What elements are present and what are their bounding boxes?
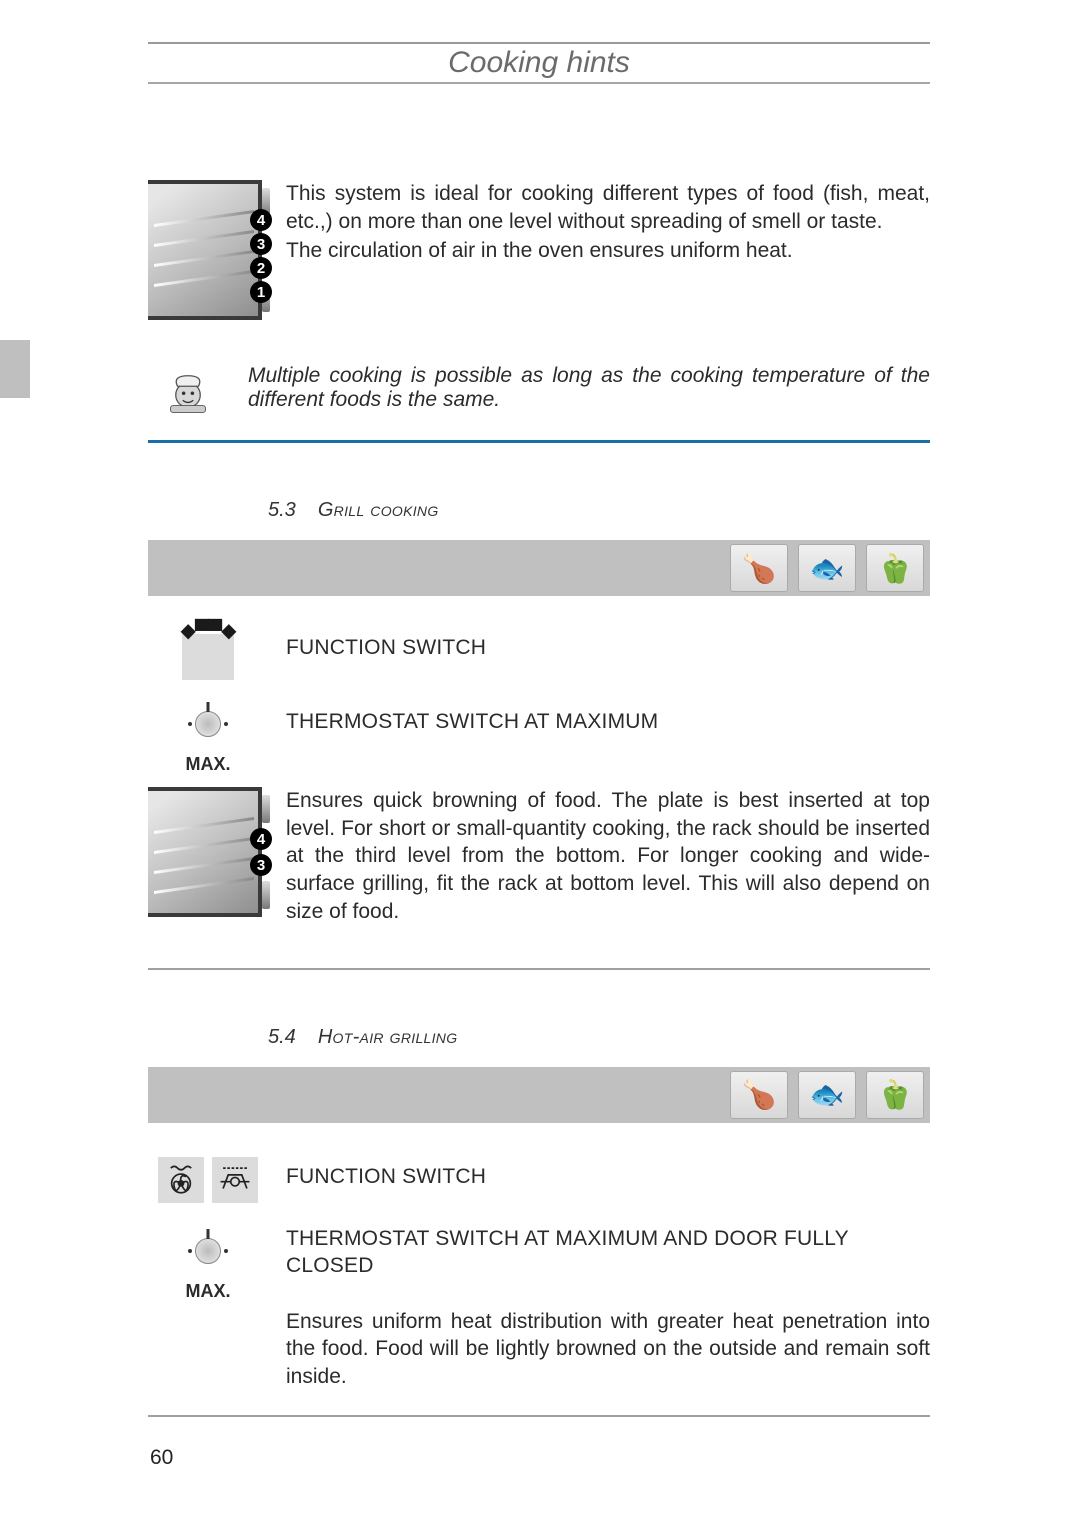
function-switch-label-53: FUNCTION SWITCH <box>286 634 930 662</box>
shelf-marker-3b: 3 <box>250 854 272 876</box>
shelf-marker-3: 3 <box>250 233 272 255</box>
function-row-54: FUNCTION SWITCH <box>148 1157 930 1203</box>
pepper-icon-2: 🫑 <box>866 1071 924 1119</box>
divider-2 <box>148 968 930 970</box>
side-tab <box>0 340 30 398</box>
content-area: Cooking hints 4 3 2 1 <box>148 42 930 1417</box>
thermostat-icon-54: MAX. <box>148 1225 268 1302</box>
function-switch-icons-54 <box>148 1157 268 1203</box>
max-label-53: MAX. <box>186 754 231 775</box>
thermostat-label-53: THERMOSTAT SWITCH AT MAXIMUM <box>286 698 930 736</box>
page: Cooking hints 4 3 2 1 <box>0 0 1080 1528</box>
oven-diagram-2-levels: 4 3 <box>148 787 268 926</box>
food-strip-53: 🍗 🐟 🫑 <box>148 540 930 596</box>
food-strip-54: 🍗 🐟 🫑 <box>148 1067 930 1123</box>
chicken-icon-2: 🍗 <box>730 1071 788 1119</box>
shelf-marker-4b: 4 <box>250 828 272 850</box>
section-label-53: Grill cooking <box>318 499 439 522</box>
shelf-marker-2: 2 <box>250 257 272 279</box>
spit-roast-icon <box>212 1157 258 1203</box>
fish-icon: 🐟 <box>798 544 856 592</box>
thermostat-row-54: MAX. THERMOSTAT SWITCH AT MAXIMUM AND DO… <box>148 1225 930 1302</box>
hint-text: Multiple cooking is possible as long as … <box>248 364 930 412</box>
divider-3 <box>148 1415 930 1417</box>
oven-diagram-4-levels: 4 3 2 1 <box>148 180 268 320</box>
page-number: 60 <box>150 1446 173 1470</box>
thermostat-row-53: MAX. THERMOSTAT SWITCH AT MAXIMUM <box>148 698 930 775</box>
hint-row: Multiple cooking is possible as long as … <box>148 360 930 416</box>
section-num-53: 5.3 <box>268 499 296 522</box>
page-title: Cooking hints <box>448 46 630 80</box>
intro-text: This system is ideal for cooking differe… <box>286 180 930 320</box>
max-label-54: MAX. <box>186 1281 231 1302</box>
chicken-icon: 🍗 <box>730 544 788 592</box>
fish-icon-2: 🐟 <box>798 1071 856 1119</box>
function-switch-icon-53: ◆▀▀◆ <box>148 634 268 680</box>
body-text-53: Ensures quick browning of food. The plat… <box>286 787 930 926</box>
section-num-54: 5.4 <box>268 1026 296 1049</box>
section-5-4-heading: 5.4 Hot-air grilling <box>268 1026 930 1049</box>
thermostat-label-54: THERMOSTAT SWITCH AT MAXIMUM AND DOOR FU… <box>286 1225 930 1280</box>
intro-para-2: The circulation of air in the oven ensur… <box>286 237 930 265</box>
fan-grill-icon <box>158 1157 204 1203</box>
thermostat-icon-53: MAX. <box>148 698 268 775</box>
pepper-icon: 🫑 <box>866 544 924 592</box>
chef-icon <box>148 360 228 416</box>
divider-blue-1 <box>148 440 930 443</box>
section-label-54: Hot-air grilling <box>318 1026 458 1049</box>
function-row-53: ◆▀▀◆ FUNCTION SWITCH <box>148 634 930 680</box>
shelf-marker-1: 1 <box>250 281 272 303</box>
spacer-54 <box>148 1308 268 1391</box>
body-text-54: Ensures uniform heat distribution with g… <box>286 1308 930 1391</box>
body-row-54: Ensures uniform heat distribution with g… <box>148 1308 930 1391</box>
header-bar: Cooking hints <box>148 42 930 84</box>
intro-row: 4 3 2 1 This system is ideal for cooking… <box>148 180 930 320</box>
shelf-marker-4: 4 <box>250 209 272 231</box>
function-switch-label-54: FUNCTION SWITCH <box>286 1157 930 1191</box>
section-5-3-heading: 5.3 Grill cooking <box>268 499 930 522</box>
intro-para-1: This system is ideal for cooking differe… <box>286 180 930 235</box>
body-row-53: 4 3 Ensures quick browning of food. The … <box>148 787 930 926</box>
